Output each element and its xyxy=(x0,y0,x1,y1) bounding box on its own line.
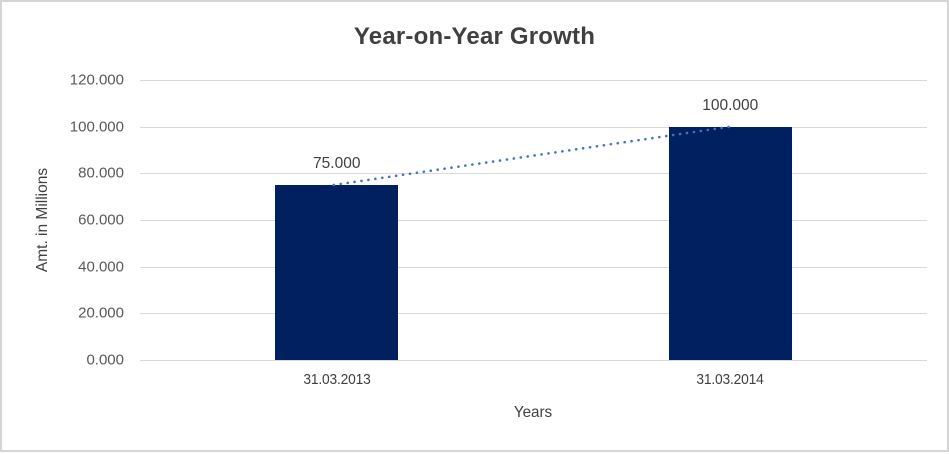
gridline xyxy=(140,80,927,81)
bar-31.03.2014[interactable] xyxy=(668,126,792,360)
gridline xyxy=(140,313,927,315)
gridline xyxy=(140,266,927,268)
data-label: 75.000 xyxy=(313,155,361,172)
y-tick-label: 40.000 xyxy=(78,258,124,276)
y-tick-label: 60.000 xyxy=(78,211,124,229)
data-label: 100.000 xyxy=(702,96,759,114)
y-tick-label: 80.000 xyxy=(78,164,124,182)
bar-31.03.2013[interactable] xyxy=(275,185,399,360)
x-tick-label: 31.03.2013 xyxy=(303,371,371,388)
y-tick-label: 0.000 xyxy=(86,351,124,369)
gridline xyxy=(140,220,927,221)
y-tick-label: 20.000 xyxy=(78,304,124,322)
x-tick-label: 31.03.2014 xyxy=(696,371,764,388)
x-axis-title: Years xyxy=(513,404,553,421)
x-axis-line xyxy=(140,360,927,361)
gridline xyxy=(140,173,927,175)
plot-area xyxy=(140,80,927,361)
gridline xyxy=(140,126,927,128)
y-tick-label: 100.000 xyxy=(69,118,124,136)
chart-title: Year-on-Year Growth xyxy=(353,23,596,50)
y-tick-label: 120.000 xyxy=(69,71,124,89)
